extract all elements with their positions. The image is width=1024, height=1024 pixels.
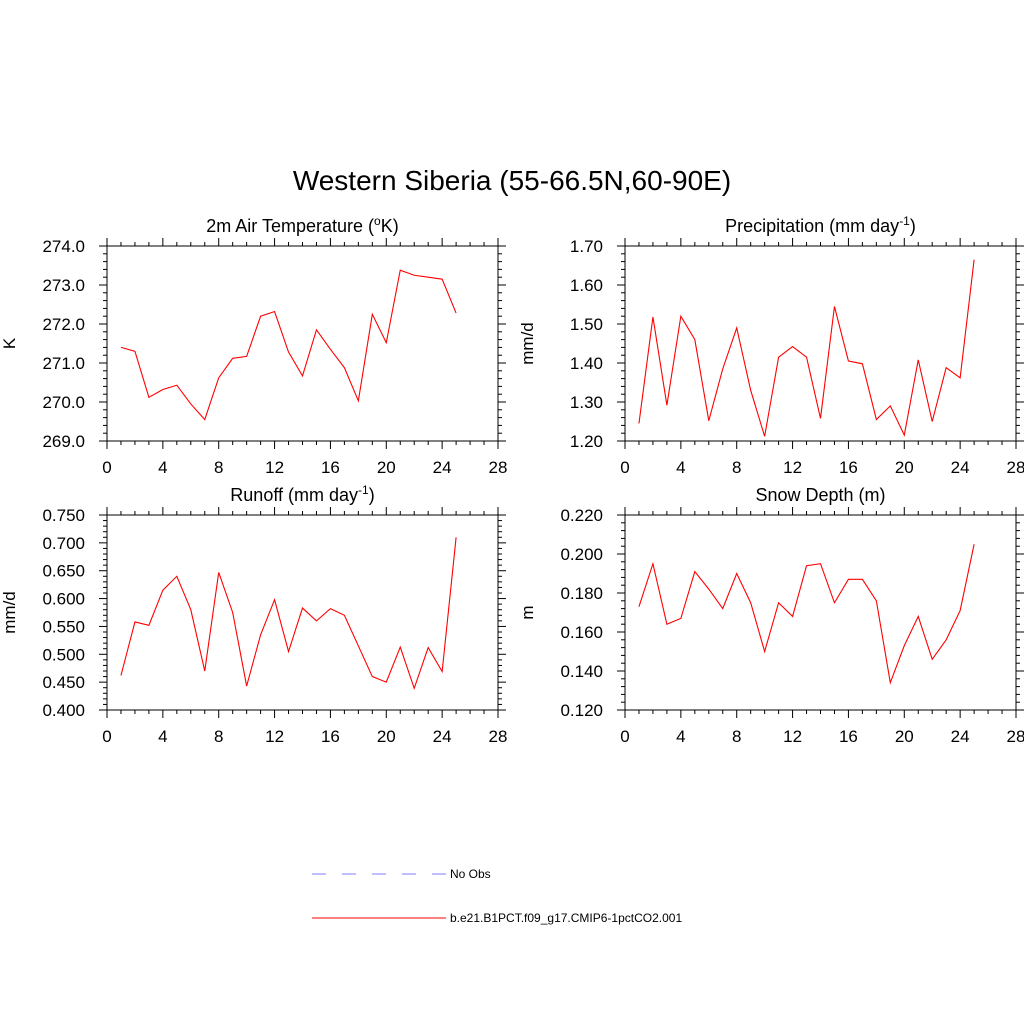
x-tick-label: 0 xyxy=(102,727,111,746)
x-tick-label: 28 xyxy=(489,727,508,746)
y-tick-label: 0.160 xyxy=(560,623,603,642)
panel-title-superscript: -1 xyxy=(358,483,369,497)
panel-4: 0 4 8 12 16 20 24 28 0.120 0.140 0.160 0.180 0.200 0.… xyxy=(518,485,1024,746)
x-tick-label: 24 xyxy=(951,458,970,477)
plot-frame xyxy=(624,245,1017,442)
x-tick-label: 20 xyxy=(377,727,396,746)
series-line xyxy=(638,544,975,685)
figure-title: Western Siberia (55-66.5N,60-90E) xyxy=(293,165,731,196)
x-tick-label: 0 xyxy=(102,458,111,477)
x-tick-label: 4 xyxy=(676,727,685,746)
panel-title-suffix: ) xyxy=(910,216,916,236)
y-tick-label: 0.550 xyxy=(42,617,85,636)
legend-label-no-obs: No Obs xyxy=(450,867,491,881)
y-tick-label: 0.750 xyxy=(42,506,85,525)
series-line xyxy=(638,259,975,437)
x-tick-label: 24 xyxy=(433,727,452,746)
y-tick-label: 0.400 xyxy=(42,701,85,720)
y-tick-label: 0.450 xyxy=(42,673,85,692)
panels: 0 4 8 12 16 20 24 28 269.0 270.0 271.0 272.0 273.0 27… xyxy=(0,214,1024,746)
x-tick-label: 12 xyxy=(265,727,284,746)
panel-title-text: 2m Air Temperature ( xyxy=(206,216,374,236)
x-tick-label: 16 xyxy=(321,727,340,746)
panel-2: 0 4 8 12 16 20 24 28 1.20 1.30 1.40 1.50 1.60 1.70 mm/… xyxy=(518,214,1024,477)
x-tick-label: 8 xyxy=(732,458,741,477)
x-tick-label: 28 xyxy=(1007,458,1024,477)
y-tick-label: 0.650 xyxy=(42,562,85,581)
y-tick-label: 273.0 xyxy=(42,276,85,295)
panel-title-text: Snow Depth (m) xyxy=(755,485,885,505)
panel-title: 2m Air Temperature (oK) xyxy=(206,214,398,236)
y-tick-label: 0.200 xyxy=(560,545,603,564)
x-tick-label: 24 xyxy=(951,727,970,746)
x-tick-label: 4 xyxy=(158,727,167,746)
y-tick-label: 1.20 xyxy=(570,432,603,451)
legend-label-model: b.e21.B1PCT.f09_g17.CMIP6-1pctCO2.001 xyxy=(450,911,682,925)
x-tick-label: 0 xyxy=(620,727,629,746)
legend: No Obs b.e21.B1PCT.f09_g17.CMIP6-1pctCO2… xyxy=(312,867,682,925)
x-tick-label: 8 xyxy=(732,727,741,746)
panel-title-text: Precipitation (mm day xyxy=(725,216,899,236)
series-line xyxy=(120,537,457,690)
y-tick-label: 1.40 xyxy=(570,354,603,373)
y-tick-label: 1.30 xyxy=(570,393,603,412)
panel-title-suffix: ) xyxy=(369,485,375,505)
plot-frame xyxy=(106,245,499,442)
panel-title-text: Runoff (mm day xyxy=(230,485,358,505)
x-tick-label: 8 xyxy=(214,458,223,477)
y-axis-label: mm/d xyxy=(518,322,537,365)
panel-title-superscript: o xyxy=(374,214,381,228)
y-tick-label: 1.50 xyxy=(570,315,603,334)
y-axis-label: m xyxy=(518,605,537,619)
y-tick-label: 0.500 xyxy=(42,645,85,664)
y-tick-label: 1.60 xyxy=(570,276,603,295)
y-tick-label: 0.180 xyxy=(560,584,603,603)
panel-title-suffix: K) xyxy=(381,216,399,236)
x-tick-label: 16 xyxy=(839,458,858,477)
y-tick-label: 274.0 xyxy=(42,237,85,256)
y-tick-label: 1.70 xyxy=(570,237,603,256)
x-tick-label: 28 xyxy=(489,458,508,477)
y-tick-label: 271.0 xyxy=(42,354,85,373)
x-tick-label: 4 xyxy=(158,458,167,477)
x-tick-label: 0 xyxy=(620,458,629,477)
panel-title: Runoff (mm day-1) xyxy=(230,483,374,505)
y-tick-label: 0.120 xyxy=(560,701,603,720)
panel-1: 0 4 8 12 16 20 24 28 269.0 270.0 271.0 272.0 273.0 27… xyxy=(0,214,507,477)
x-tick-label: 20 xyxy=(377,458,396,477)
x-tick-label: 12 xyxy=(265,458,284,477)
panel-3: 0 4 8 12 16 20 24 28 0.400 0.450 0.500 0.550 0.600 0.… xyxy=(0,483,507,746)
x-tick-label: 12 xyxy=(783,458,802,477)
x-tick-label: 8 xyxy=(214,727,223,746)
y-tick-label: 0.700 xyxy=(42,534,85,553)
x-tick-label: 24 xyxy=(433,458,452,477)
plot-frame xyxy=(624,514,1017,711)
x-tick-label: 20 xyxy=(895,458,914,477)
x-tick-label: 16 xyxy=(839,727,858,746)
panel-title: Snow Depth (m) xyxy=(755,485,885,505)
y-tick-label: 269.0 xyxy=(42,432,85,451)
y-tick-label: 0.140 xyxy=(560,662,603,681)
y-tick-label: 272.0 xyxy=(42,315,85,334)
y-axis-label: mm/d xyxy=(0,591,19,634)
series-line xyxy=(120,269,457,421)
x-tick-label: 4 xyxy=(676,458,685,477)
y-tick-label: 270.0 xyxy=(42,393,85,412)
plot-frame xyxy=(106,514,499,711)
x-tick-label: 16 xyxy=(321,458,340,477)
x-tick-label: 28 xyxy=(1007,727,1024,746)
y-tick-label: 0.220 xyxy=(560,506,603,525)
panel-title-superscript: -1 xyxy=(899,214,910,228)
panel-title: Precipitation (mm day-1) xyxy=(725,214,916,236)
y-axis-label: K xyxy=(0,337,19,349)
x-tick-label: 20 xyxy=(895,727,914,746)
y-tick-label: 0.600 xyxy=(42,590,85,609)
x-tick-label: 12 xyxy=(783,727,802,746)
